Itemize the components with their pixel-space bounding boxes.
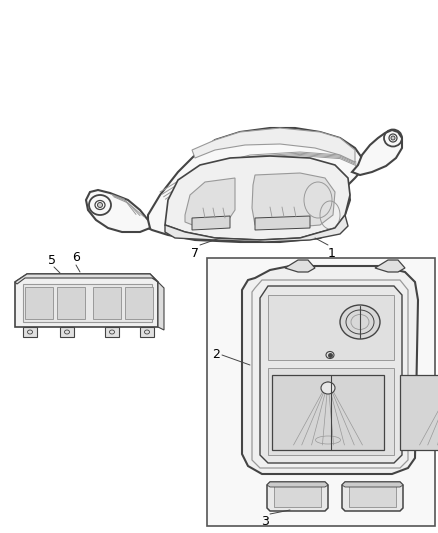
Polygon shape [165, 215, 348, 242]
Polygon shape [260, 286, 402, 463]
Polygon shape [375, 260, 405, 272]
Polygon shape [25, 287, 53, 319]
Polygon shape [192, 128, 355, 162]
Polygon shape [267, 482, 328, 487]
Bar [207, 258, 435, 526]
Polygon shape [272, 375, 384, 450]
Polygon shape [400, 375, 438, 450]
Text: 1: 1 [328, 247, 336, 260]
Polygon shape [23, 284, 152, 322]
Polygon shape [252, 173, 335, 228]
Polygon shape [140, 327, 154, 337]
Text: 3: 3 [261, 515, 269, 528]
Polygon shape [185, 178, 235, 228]
Text: 6: 6 [72, 251, 80, 264]
Ellipse shape [98, 203, 102, 207]
Polygon shape [274, 486, 321, 507]
Polygon shape [125, 287, 153, 319]
Polygon shape [165, 156, 350, 240]
Polygon shape [267, 482, 328, 511]
Polygon shape [285, 260, 315, 272]
Polygon shape [158, 282, 164, 330]
Polygon shape [86, 190, 150, 232]
Polygon shape [15, 274, 158, 284]
Polygon shape [192, 216, 230, 230]
Text: 2: 2 [212, 349, 220, 361]
Polygon shape [242, 266, 418, 474]
Polygon shape [105, 327, 119, 337]
Ellipse shape [321, 382, 335, 394]
Polygon shape [57, 287, 85, 319]
Ellipse shape [340, 305, 380, 339]
Polygon shape [268, 368, 394, 455]
Polygon shape [342, 482, 403, 487]
Polygon shape [352, 130, 402, 175]
Polygon shape [93, 287, 121, 319]
Ellipse shape [391, 136, 395, 140]
Polygon shape [268, 295, 394, 360]
Polygon shape [60, 327, 74, 337]
Polygon shape [349, 486, 396, 507]
Polygon shape [342, 482, 403, 511]
Polygon shape [23, 327, 37, 337]
Polygon shape [255, 216, 310, 230]
Polygon shape [148, 128, 362, 242]
Polygon shape [15, 274, 158, 327]
Text: 5: 5 [48, 254, 56, 267]
Text: 7: 7 [191, 247, 199, 260]
